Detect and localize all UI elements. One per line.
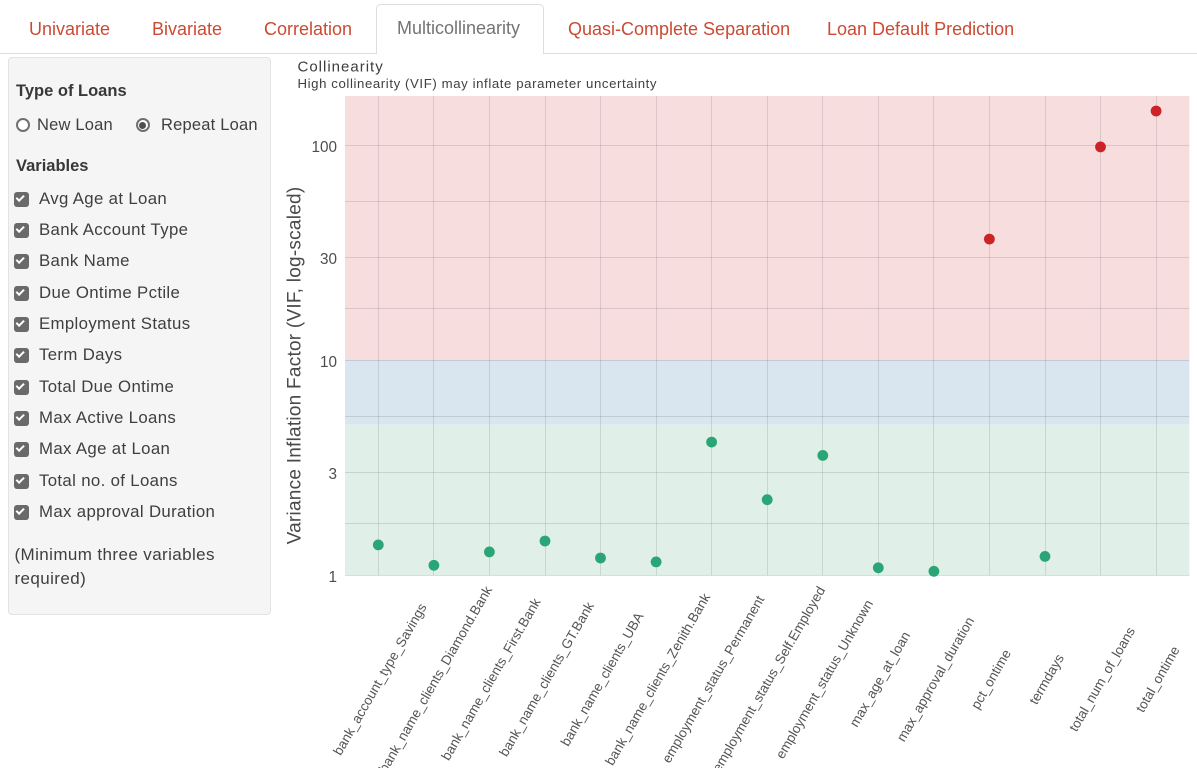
svg-text:3: 3 bbox=[328, 466, 337, 483]
svg-text:bank_name_clients_Zenith.Bank: bank_name_clients_Zenith.Bank bbox=[602, 590, 713, 767]
svg-text:employment_status_Permanent: employment_status_Permanent bbox=[659, 593, 767, 766]
svg-text:employment_status_Self.Employe: employment_status_Self.Employed bbox=[709, 584, 828, 768]
svg-text:termdays: termdays bbox=[1026, 651, 1067, 707]
svg-text:100: 100 bbox=[311, 139, 337, 156]
svg-text:30: 30 bbox=[320, 251, 337, 268]
svg-text:Variance Inflation Factor (VIF: Variance Inflation Factor (VIF, log-scal… bbox=[285, 187, 306, 545]
svg-text:High collinearity (VIF) may in: High collinearity (VIF) may inflate para… bbox=[298, 76, 658, 91]
svg-text:max_age_at_loan: max_age_at_loan bbox=[847, 629, 914, 729]
svg-text:total_ontime: total_ontime bbox=[1133, 644, 1183, 715]
svg-text:Collinearity: Collinearity bbox=[298, 58, 384, 75]
svg-text:10: 10 bbox=[320, 354, 337, 371]
svg-text:total_num_of_loans: total_num_of_loans bbox=[1066, 624, 1138, 734]
svg-text:1: 1 bbox=[328, 569, 337, 586]
svg-text:bank_account_type_Savings: bank_account_type_Savings bbox=[330, 601, 429, 758]
svg-text:employment_status_Unknown: employment_status_Unknown bbox=[773, 597, 876, 761]
svg-text:bank_name_clients_Diamond.Bank: bank_name_clients_Diamond.Bank bbox=[376, 583, 495, 768]
svg-text:pct_ontime: pct_ontime bbox=[968, 647, 1014, 712]
svg-text:bank_name_clients_GT.Bank: bank_name_clients_GT.Bank bbox=[496, 599, 597, 759]
svg-text:bank_name_clients_First.Bank: bank_name_clients_First.Bank bbox=[438, 595, 543, 763]
